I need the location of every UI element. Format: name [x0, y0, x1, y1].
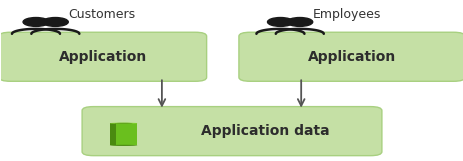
- Text: Application: Application: [307, 50, 395, 64]
- Circle shape: [23, 18, 49, 26]
- Ellipse shape: [110, 145, 137, 146]
- Text: Customers: Customers: [68, 8, 135, 21]
- FancyBboxPatch shape: [238, 32, 463, 81]
- FancyBboxPatch shape: [0, 32, 206, 81]
- Circle shape: [267, 18, 293, 26]
- Circle shape: [42, 18, 68, 26]
- Ellipse shape: [110, 123, 137, 124]
- Polygon shape: [110, 123, 116, 145]
- Text: Application: Application: [59, 50, 147, 64]
- Text: Employees: Employees: [312, 8, 380, 21]
- Ellipse shape: [114, 123, 132, 124]
- Text: Application data: Application data: [200, 124, 329, 138]
- Circle shape: [286, 18, 312, 26]
- FancyBboxPatch shape: [82, 107, 381, 156]
- Polygon shape: [110, 123, 137, 145]
